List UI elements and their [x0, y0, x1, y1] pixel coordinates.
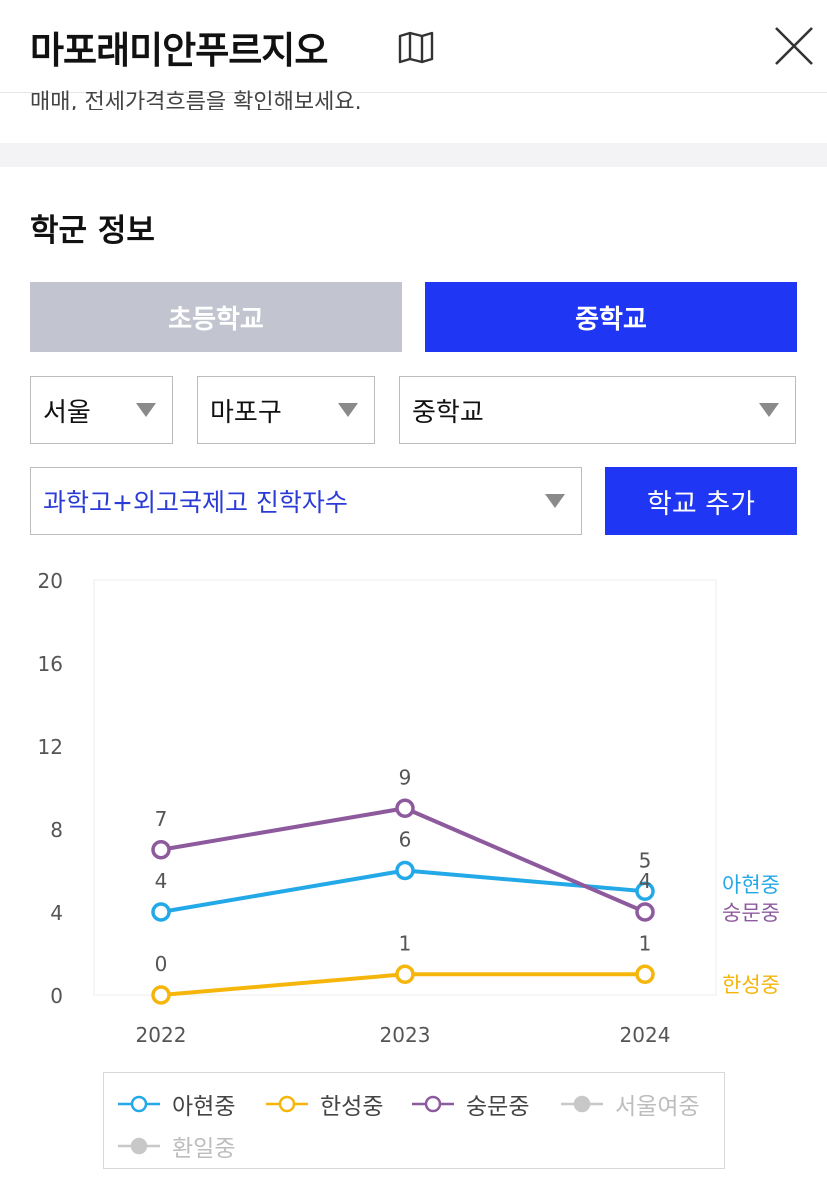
page-title: 마포래미안푸르지오 [30, 29, 328, 72]
x-tick-label: 2022 [136, 1023, 187, 1047]
legend-label: 한성중 [320, 1094, 384, 1120]
plot-area [93, 579, 717, 996]
price-trend-hint: 매매, 전세가격흐름을 확인해보세요. [30, 90, 362, 110]
metric-select[interactable]: 과학고+외고국제고 진학자수 [30, 467, 582, 535]
legend-marker-icon [118, 1137, 160, 1155]
chevron-down-icon [338, 403, 358, 417]
data-point [635, 964, 655, 984]
legend-item[interactable]: 한성중 [264, 1087, 383, 1121]
y-tick-label: 4 [50, 901, 63, 925]
data-label: 4 [639, 869, 652, 893]
school-type-select-value: 중학교 [412, 397, 484, 428]
data-point [151, 902, 171, 922]
school-type-select[interactable]: 중학교 [399, 376, 796, 444]
data-label: 9 [399, 765, 412, 789]
series-end-label: 한성중 [722, 973, 780, 997]
legend-label: 서울여중 [615, 1094, 700, 1120]
region-select-value: 서울 [43, 397, 91, 428]
legend-label: 환일중 [172, 1136, 236, 1162]
data-point [395, 964, 415, 984]
data-point [635, 881, 655, 901]
data-point [395, 798, 415, 818]
section-title: 학군 정보 [30, 213, 155, 249]
legend-item[interactable]: 환일중 [116, 1129, 235, 1163]
legend-item[interactable]: 아현중 [116, 1087, 235, 1121]
data-label: 4 [155, 869, 168, 893]
data-label: 6 [399, 828, 412, 852]
chevron-down-icon [136, 403, 156, 417]
legend-item[interactable]: 서울여중 [559, 1087, 700, 1121]
legend-marker-icon [266, 1095, 308, 1113]
add-school-button[interactable]: 학교 추가 [605, 467, 797, 535]
data-label: 1 [639, 931, 652, 955]
district-select-value: 마포구 [210, 397, 282, 428]
tab-elementary-school[interactable]: 초등학교 [30, 282, 402, 352]
legend-label: 숭문중 [466, 1094, 530, 1120]
chevron-down-icon [545, 494, 565, 508]
data-label: 1 [399, 931, 412, 955]
data-point [635, 902, 655, 922]
close-icon[interactable] [772, 24, 816, 68]
data-label: 7 [155, 807, 168, 831]
tab-middle-school[interactable]: 중학교 [425, 282, 797, 352]
legend-label: 아현중 [172, 1094, 236, 1120]
data-label: 5 [639, 848, 652, 872]
chevron-down-icon [759, 403, 779, 417]
y-tick-label: 12 [38, 735, 63, 759]
data-point [395, 860, 415, 881]
region-select[interactable]: 서울 [30, 376, 173, 444]
data-point [151, 985, 171, 1005]
legend-marker-icon [561, 1095, 603, 1113]
line-chart: 0 4 8 12 16 20 2022 2023 2024 4 6 5 아현중 0 1 1 한성중 7 9 4 숭문중 [38, 569, 780, 1047]
legend-marker-icon [118, 1095, 160, 1113]
y-tick-label: 0 [50, 984, 63, 1008]
x-tick-label: 2023 [380, 1023, 431, 1047]
metric-select-value: 과학고+외고국제고 진학자수 [43, 488, 348, 517]
district-select[interactable]: 마포구 [197, 376, 375, 444]
x-tick-label: 2024 [620, 1023, 671, 1047]
series-end-label: 숭문중 [722, 901, 780, 925]
section-divider [0, 143, 827, 167]
y-tick-label: 16 [38, 652, 63, 676]
data-point [151, 840, 171, 860]
y-tick-label: 20 [38, 569, 63, 593]
series-line [160, 806, 646, 914]
data-label: 0 [155, 952, 168, 976]
y-tick-label: 8 [50, 818, 63, 842]
legend-item[interactable]: 숭문중 [410, 1087, 529, 1121]
legend-marker-icon [412, 1095, 454, 1113]
series-end-label: 아현중 [722, 873, 780, 897]
map-icon[interactable] [397, 30, 435, 64]
header: 마포래미안푸르지오 [0, 0, 827, 93]
